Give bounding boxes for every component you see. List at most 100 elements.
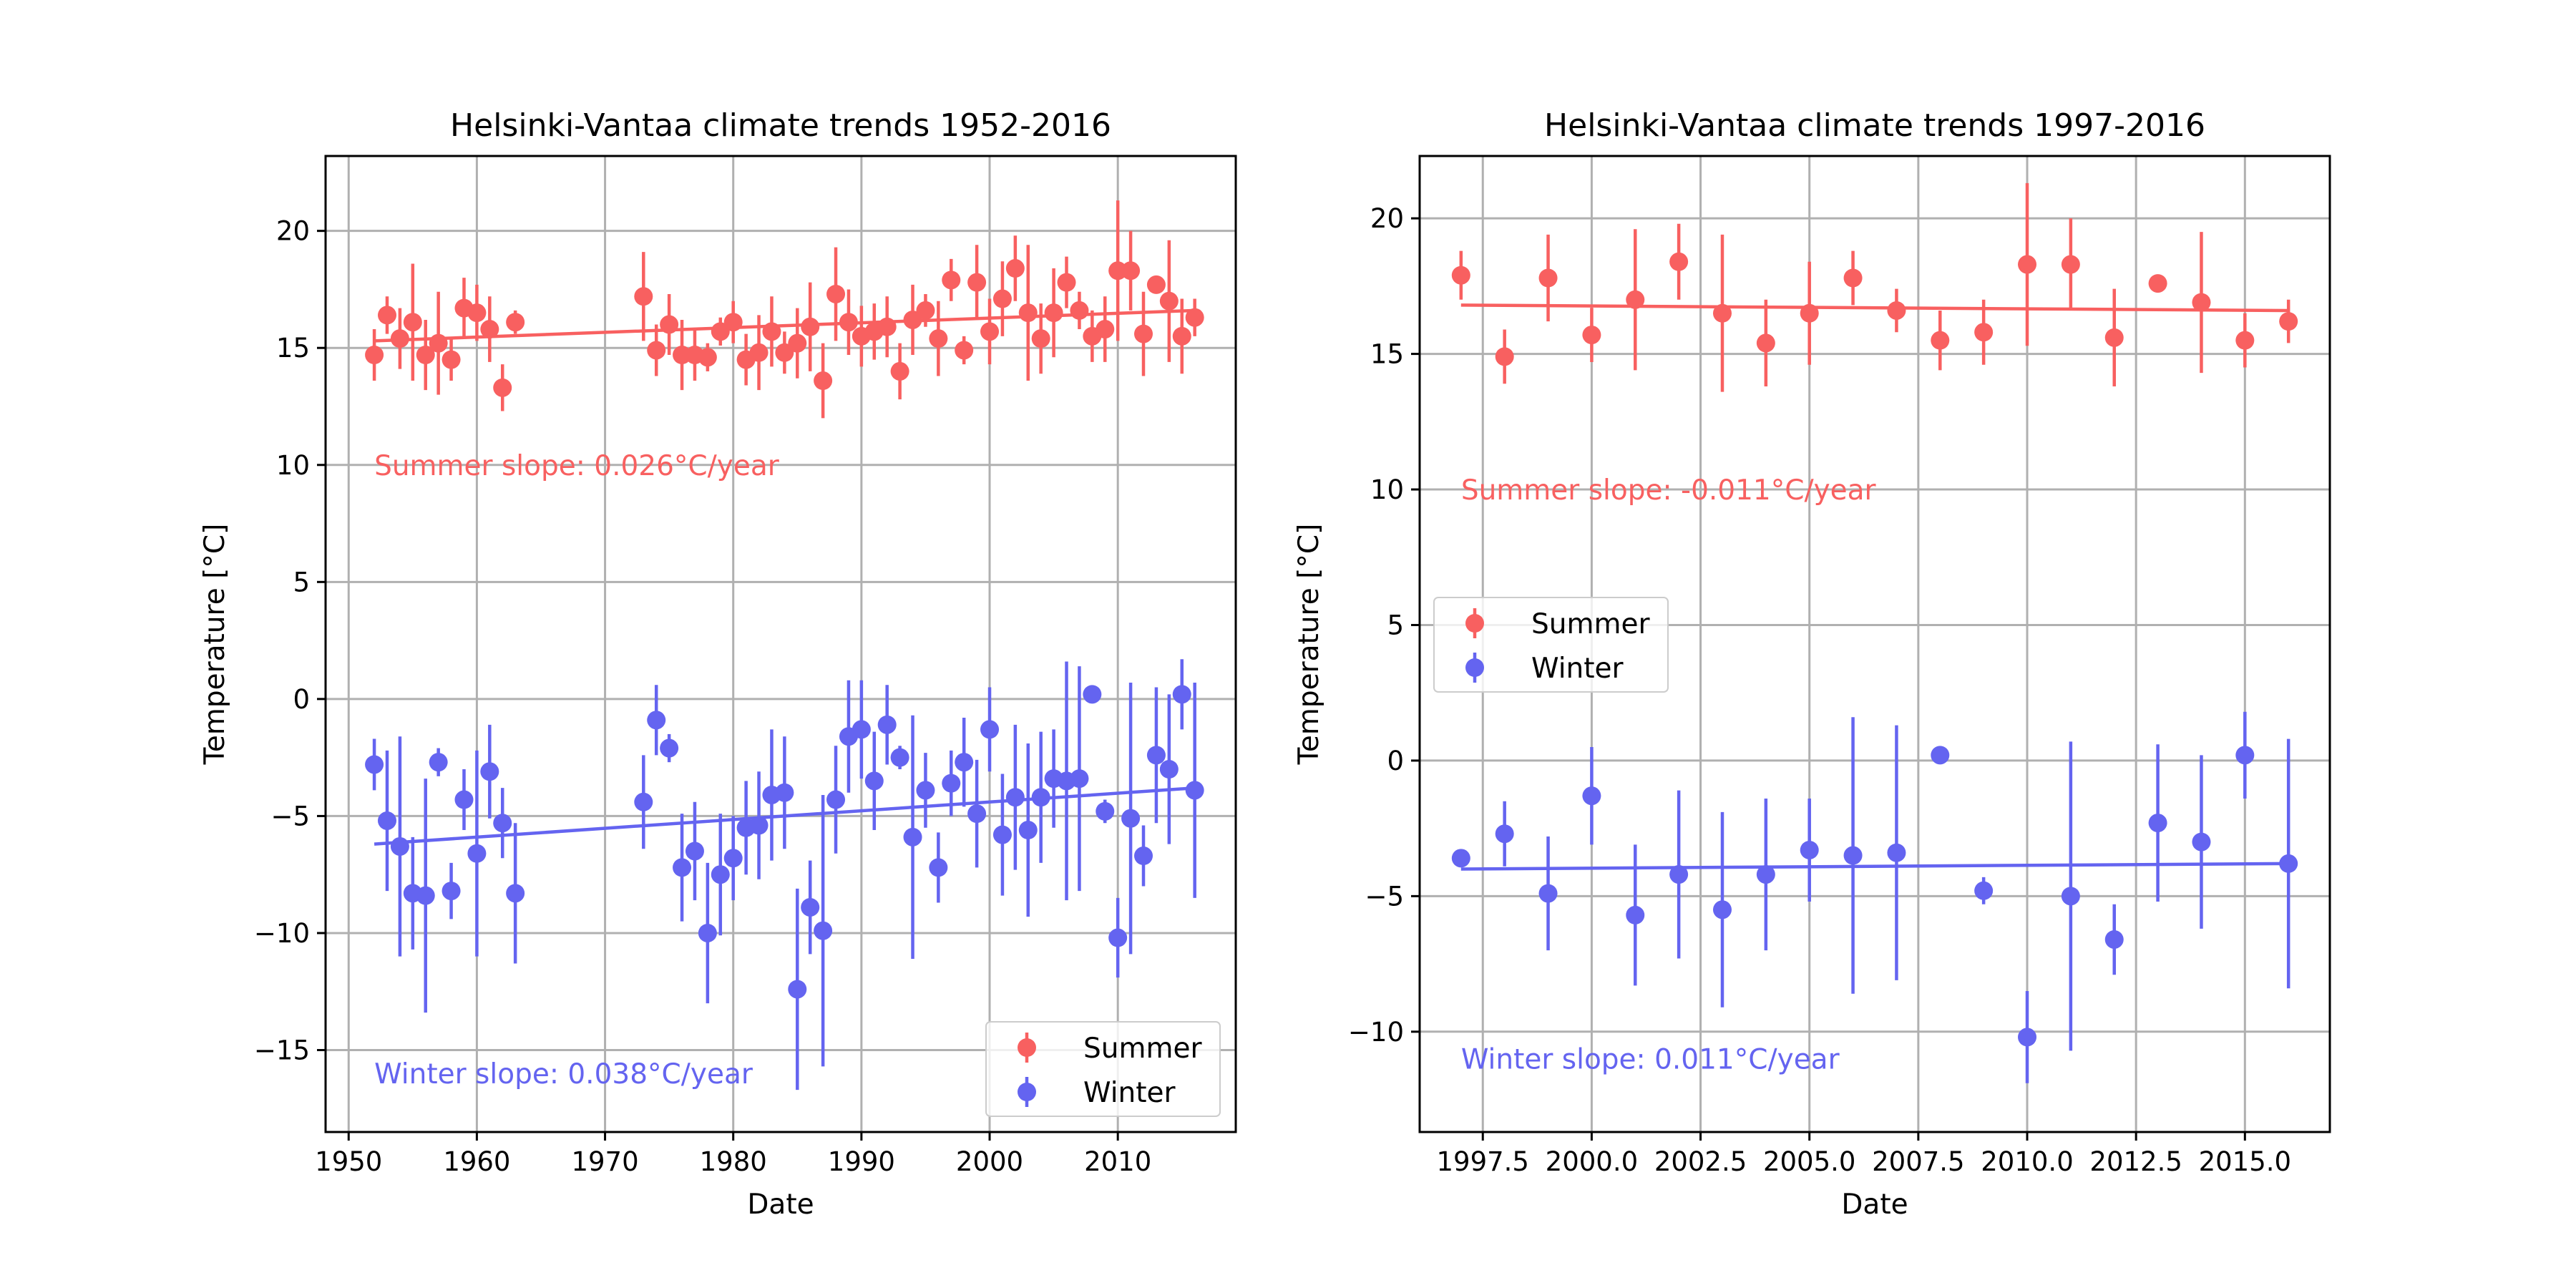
- right-x-tick-label: 2010.0: [1981, 1146, 2073, 1177]
- right-summer-data-point: [1974, 323, 1994, 342]
- left-winter-data-point: [877, 715, 897, 734]
- left-winter-data-point: [903, 827, 922, 847]
- left-winter-data-point: [955, 753, 974, 772]
- left-y-tick-label: −5: [270, 801, 310, 831]
- left-summer-data-point: [992, 289, 1012, 308]
- left-x-tick-label: 1990: [828, 1146, 895, 1177]
- left-summer-data-point: [1031, 329, 1050, 348]
- left-summer-data-point: [506, 313, 525, 332]
- right-data-points: [1451, 252, 2298, 1047]
- left-x-tick-label: 1960: [443, 1146, 510, 1177]
- left-winter-data-point: [788, 980, 807, 999]
- right-summer-data-point: [2148, 274, 2167, 293]
- left-y-tick-label: −10: [254, 918, 310, 949]
- left-summer-data-point: [441, 350, 461, 369]
- left-y-axis-label: Temperature [°C]: [199, 524, 231, 766]
- left-summer-data-point: [1070, 301, 1089, 320]
- left-winter-data-point: [980, 720, 1000, 739]
- left-summer-data-point: [365, 346, 384, 365]
- right-y-tick-label: −5: [1365, 881, 1404, 912]
- right-summer-data-point: [1712, 303, 1732, 323]
- right-summer-data-point: [1931, 331, 1950, 350]
- left-winter-data-point: [826, 790, 846, 809]
- right-x-tick-label: 2002.5: [1654, 1146, 1747, 1177]
- left-winter-data-point: [916, 781, 935, 800]
- left-x-axis-label: Date: [747, 1189, 814, 1221]
- left-legend-entry-summer: Summer: [1018, 1033, 1202, 1065]
- left-y-tick-label: −15: [254, 1035, 310, 1066]
- right-y-tick-label: 20: [1370, 203, 1404, 234]
- right-winter-data-point: [1451, 849, 1470, 868]
- left-summer-data-point: [762, 322, 781, 341]
- left-x-tick-label: 1970: [571, 1146, 638, 1177]
- right-chart-panel: Summer slope: -0.011°C/year Winter slope:…: [1293, 107, 2331, 1221]
- left-ticks: 1950 1960 1970 1980 1990 2000 2010 −15 −10 −5 0 5 10…: [254, 216, 1151, 1177]
- left-legend-entry-winter: Winter: [1018, 1077, 1176, 1109]
- left-winter-data-point: [365, 755, 384, 774]
- right-y-tick-label: 5: [1387, 610, 1404, 640]
- right-summer-data-point: [1800, 303, 1819, 323]
- left-winter-data-point: [967, 804, 987, 824]
- left-summer-data-point: [877, 317, 897, 336]
- right-x-axis-label: Date: [1841, 1189, 1908, 1221]
- right-y-axis-label: Temperature [°C]: [1293, 524, 1325, 766]
- left-summer-data-point: [416, 346, 435, 365]
- left-winter-data-point: [1083, 685, 1102, 704]
- left-summer-data-point: [826, 284, 846, 303]
- left-summer-data-point: [1134, 324, 1153, 343]
- left-winter-data-point: [1070, 769, 1089, 789]
- right-summer-data-point: [1843, 268, 1863, 288]
- left-summer-data-point: [890, 361, 909, 381]
- left-y-tick-label: 20: [276, 216, 310, 247]
- right-summer-data-point: [2018, 255, 2037, 274]
- right-y-tick-label: 0: [1387, 746, 1404, 776]
- right-winter-data-point: [1756, 865, 1775, 884]
- left-summer-data-point: [839, 313, 858, 332]
- left-winter-data-point: [673, 858, 692, 877]
- right-x-tick-label: 2007.5: [1872, 1146, 1964, 1177]
- left-x-tick-label: 2010: [1084, 1146, 1151, 1177]
- left-chart-panel: Summer slope: 0.026°C/year Winter slope: …: [199, 107, 1237, 1221]
- left-winter-data-point: [749, 816, 769, 835]
- left-y-tick-label: 5: [293, 567, 310, 597]
- right-summer-data-point: [1538, 268, 1558, 288]
- right-summer-data-point: [1495, 347, 1514, 366]
- left-summer-data-point: [390, 329, 409, 348]
- left-summer-data-point: [1185, 308, 1204, 327]
- right-y-tick-label: −10: [1348, 1017, 1404, 1048]
- left-winter-data-point: [429, 753, 448, 772]
- right-legend-summer-marker: [1465, 614, 1484, 633]
- right-summer-data-point: [1756, 333, 1775, 353]
- right-chart-title: Helsinki-Vantaa climate trends 1997-2016: [1544, 107, 2205, 144]
- right-winter-data-point: [2235, 746, 2255, 765]
- right-axes-frame: [1418, 155, 2331, 1133]
- left-winter-data-point: [890, 748, 909, 767]
- right-trend-lines: [1460, 303, 2289, 871]
- left-chart-title: Helsinki-Vantaa climate trends 1952-2016: [450, 107, 1111, 144]
- right-x-tick-label: 2000.0: [1546, 1146, 1638, 1177]
- right-summer-data-point: [1887, 301, 1906, 320]
- right-winter-data-point: [1712, 900, 1732, 919]
- right-winter-data-point: [2104, 930, 2124, 949]
- right-winter-data-point: [1582, 786, 1601, 806]
- left-winter-data-point: [992, 825, 1012, 844]
- right-legend: Summer Winter: [1433, 597, 1669, 693]
- left-summer-data-point: [647, 341, 666, 360]
- left-winter-data-point: [775, 783, 794, 802]
- left-winter-data-point: [852, 720, 871, 739]
- left-summer-data-point: [377, 306, 396, 325]
- right-x-tick-label: 1997.5: [1437, 1146, 1529, 1177]
- left-summer-data-point: [634, 287, 653, 306]
- right-summer-data-point: [2061, 255, 2080, 274]
- left-axes-frame: [324, 155, 1237, 1133]
- left-summer-data-point: [403, 313, 422, 332]
- left-summer-data-point: [903, 310, 922, 329]
- right-legend-entry-winter: Winter: [1465, 653, 1624, 685]
- right-summer-data-point: [1451, 265, 1470, 285]
- left-summer-data-point: [429, 333, 448, 353]
- left-winter-data-point: [814, 921, 833, 940]
- left-winter-data-point: [723, 849, 743, 868]
- right-winter-data-point: [2148, 814, 2167, 833]
- left-legend-summer-marker: [1018, 1038, 1036, 1057]
- left-summer-data-point: [467, 303, 487, 323]
